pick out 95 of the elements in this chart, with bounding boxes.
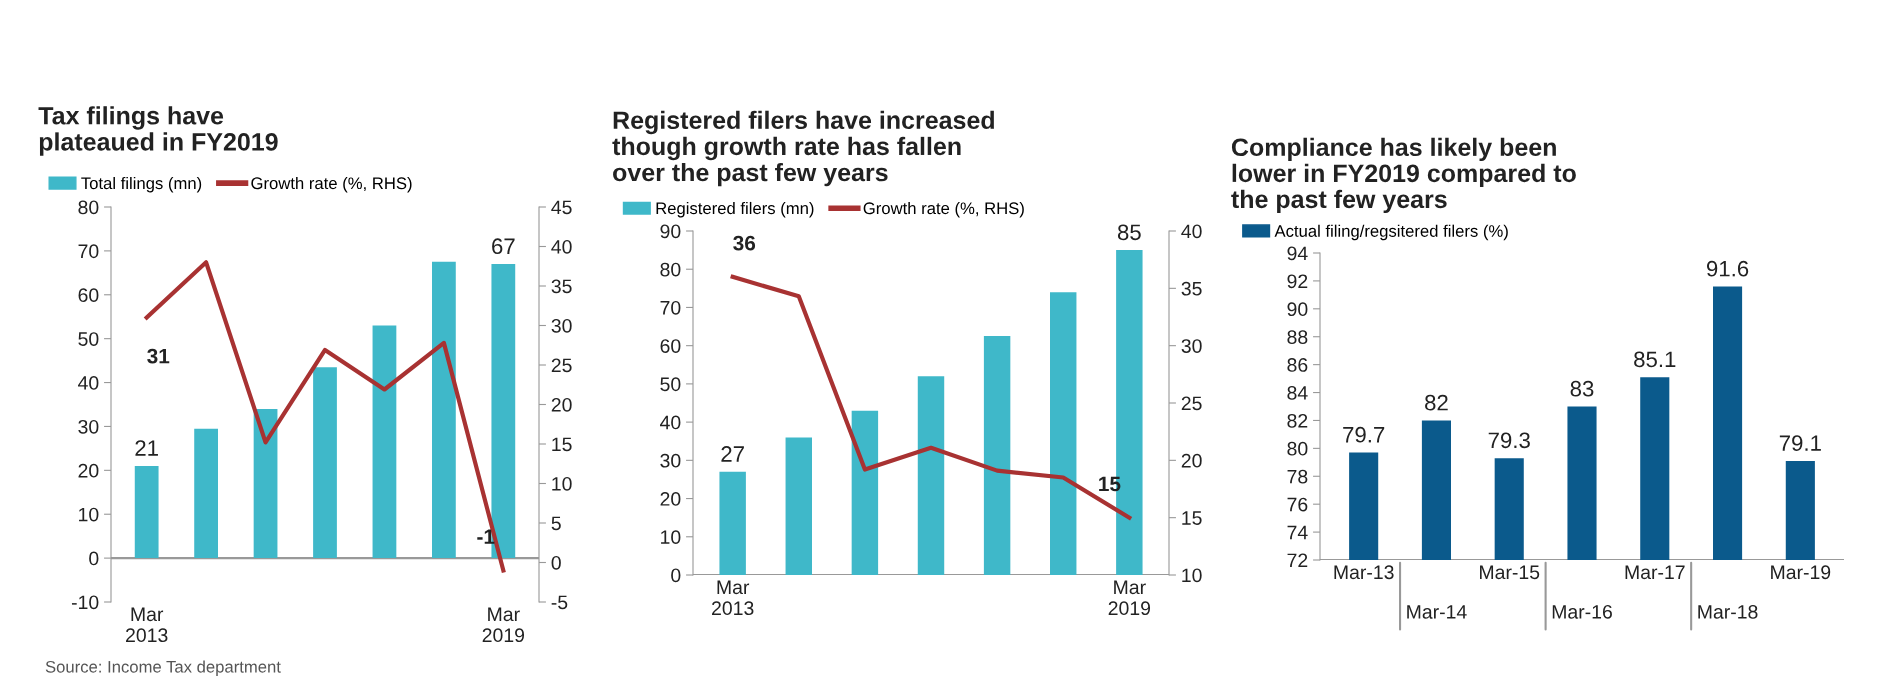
legend-label: Growth rate (%, RHS) <box>863 201 1024 218</box>
bar <box>983 336 1011 575</box>
legend-label: Growth rate (%, RHS) <box>251 176 412 193</box>
bar <box>134 465 159 559</box>
legend-label: Registered filers (mn) <box>656 201 814 218</box>
x-tick-label: Mar 2013 <box>712 580 754 616</box>
data-label: 91.6 <box>1706 260 1749 277</box>
data-label: 67 <box>492 238 515 255</box>
data-label: 79.1 <box>1779 435 1821 451</box>
y2-tick-label: 20 <box>551 397 572 412</box>
y-tick-label: 84 <box>1287 386 1308 400</box>
y-tick-label: 90 <box>660 224 681 239</box>
y-tick-label: 10 <box>661 530 681 545</box>
y-tick-label: 60 <box>660 339 681 353</box>
y-tick-label: 60 <box>78 288 99 303</box>
y-tick-label: 50 <box>660 377 681 392</box>
y-tick-label: 78 <box>1287 469 1308 484</box>
bar <box>785 437 812 575</box>
data-label: 82 <box>1425 394 1448 411</box>
data-label: 83 <box>1570 380 1594 397</box>
y-tick-label: 86 <box>1287 358 1308 372</box>
bar <box>432 261 456 559</box>
y-tick-label: 30 <box>78 419 99 434</box>
data-label: 31 <box>147 348 170 364</box>
y-tick-label: 0 <box>89 551 99 566</box>
x-tick-label: Mar-14 <box>1407 605 1467 619</box>
legend-label: Total filings (mn) <box>81 176 202 193</box>
x-tick-label: Mar 2013 <box>126 607 168 643</box>
bar <box>372 325 397 559</box>
y-tick-label: 70 <box>660 300 681 315</box>
y-tick-label: 30 <box>660 453 681 468</box>
y-tick-label: 80 <box>78 200 99 215</box>
y2-tick-label: 10 <box>1182 568 1202 583</box>
x-tick-label: Mar-18 <box>1698 604 1758 619</box>
chart-title: Tax filings have plateaued in FY2019 <box>38 106 278 156</box>
y-tick-label: 40 <box>78 376 99 390</box>
y-tick-label: 40 <box>660 415 681 430</box>
y2-tick-label: 5 <box>551 516 561 531</box>
x-tick-label: Mar-15 <box>1480 565 1540 580</box>
y2-tick-label: -5 <box>551 595 568 610</box>
bar <box>851 410 879 575</box>
y-tick-label: 94 <box>1287 246 1308 261</box>
x-tick-label: Mar-17 <box>1625 565 1685 580</box>
legend-label: Actual filing/regsitered filers (%) <box>1274 224 1508 241</box>
chart-title: Compliance has likely been lower in FY2019 compared to the past few years <box>1231 137 1576 214</box>
y-tick-label: 76 <box>1287 497 1308 512</box>
bar <box>253 408 278 559</box>
y-tick-label: 88 <box>1287 330 1308 344</box>
y-tick-label: 0 <box>671 568 681 583</box>
y-tick-label: 80 <box>1287 441 1308 456</box>
y-tick-label: 70 <box>78 244 99 259</box>
y2-tick-label: 15 <box>552 437 572 452</box>
source-note: Source: Income Tax department <box>45 660 281 676</box>
data-label: 85 <box>1117 224 1141 241</box>
y-tick-label: 10 <box>79 507 99 522</box>
data-label: 79.3 <box>1488 432 1530 449</box>
y2-tick-label: 35 <box>1181 281 1202 296</box>
bar <box>313 367 337 559</box>
y2-tick-label: 30 <box>1181 339 1202 353</box>
x-tick-label: Mar-13 <box>1334 565 1394 580</box>
x-tick-label: Mar 2019 <box>482 607 525 643</box>
x-tick-label: Mar-16 <box>1552 604 1612 619</box>
y2-tick-label: 30 <box>551 318 572 333</box>
y-tick-label: 50 <box>78 332 99 346</box>
chart-title: Registered filers have increased though growth rate has fallen over the past few years <box>612 110 994 187</box>
bar <box>1050 292 1077 575</box>
y-tick-label: 74 <box>1287 525 1308 540</box>
bar <box>719 471 746 575</box>
y2-tick-label: 0 <box>551 555 561 570</box>
data-label: 85.1 <box>1634 351 1676 368</box>
y2-tick-label: 25 <box>551 358 572 373</box>
y2-tick-label: 10 <box>552 476 572 491</box>
x-tick-label: Mar-19 <box>1771 565 1831 580</box>
data-label: 21 <box>135 440 158 456</box>
y-tick-label: 82 <box>1287 413 1308 428</box>
data-label: 27 <box>721 446 744 462</box>
y-tick-label: -10 <box>71 595 99 610</box>
x-tick-label: Mar 2019 <box>1108 580 1151 616</box>
bar <box>194 428 218 559</box>
y2-tick-label: 35 <box>551 279 572 294</box>
y-tick-label: 72 <box>1287 553 1308 568</box>
y2-tick-label: 40 <box>551 239 572 254</box>
y-tick-label: 20 <box>78 463 99 478</box>
data-label: 79.7 <box>1343 426 1385 443</box>
y-tick-label: 90 <box>1287 302 1308 317</box>
y2-tick-label: 20 <box>1181 453 1202 468</box>
y2-tick-label: 25 <box>1181 396 1202 411</box>
y2-tick-label: 15 <box>1182 511 1202 525</box>
y2-tick-label: 40 <box>1181 224 1202 239</box>
y2-tick-label: 45 <box>551 200 572 215</box>
bar <box>917 376 945 575</box>
y-tick-label: 92 <box>1287 274 1308 289</box>
data-label: 36 <box>733 235 756 251</box>
y-tick-label: 80 <box>660 262 681 277</box>
y-tick-label: 20 <box>660 492 681 506</box>
